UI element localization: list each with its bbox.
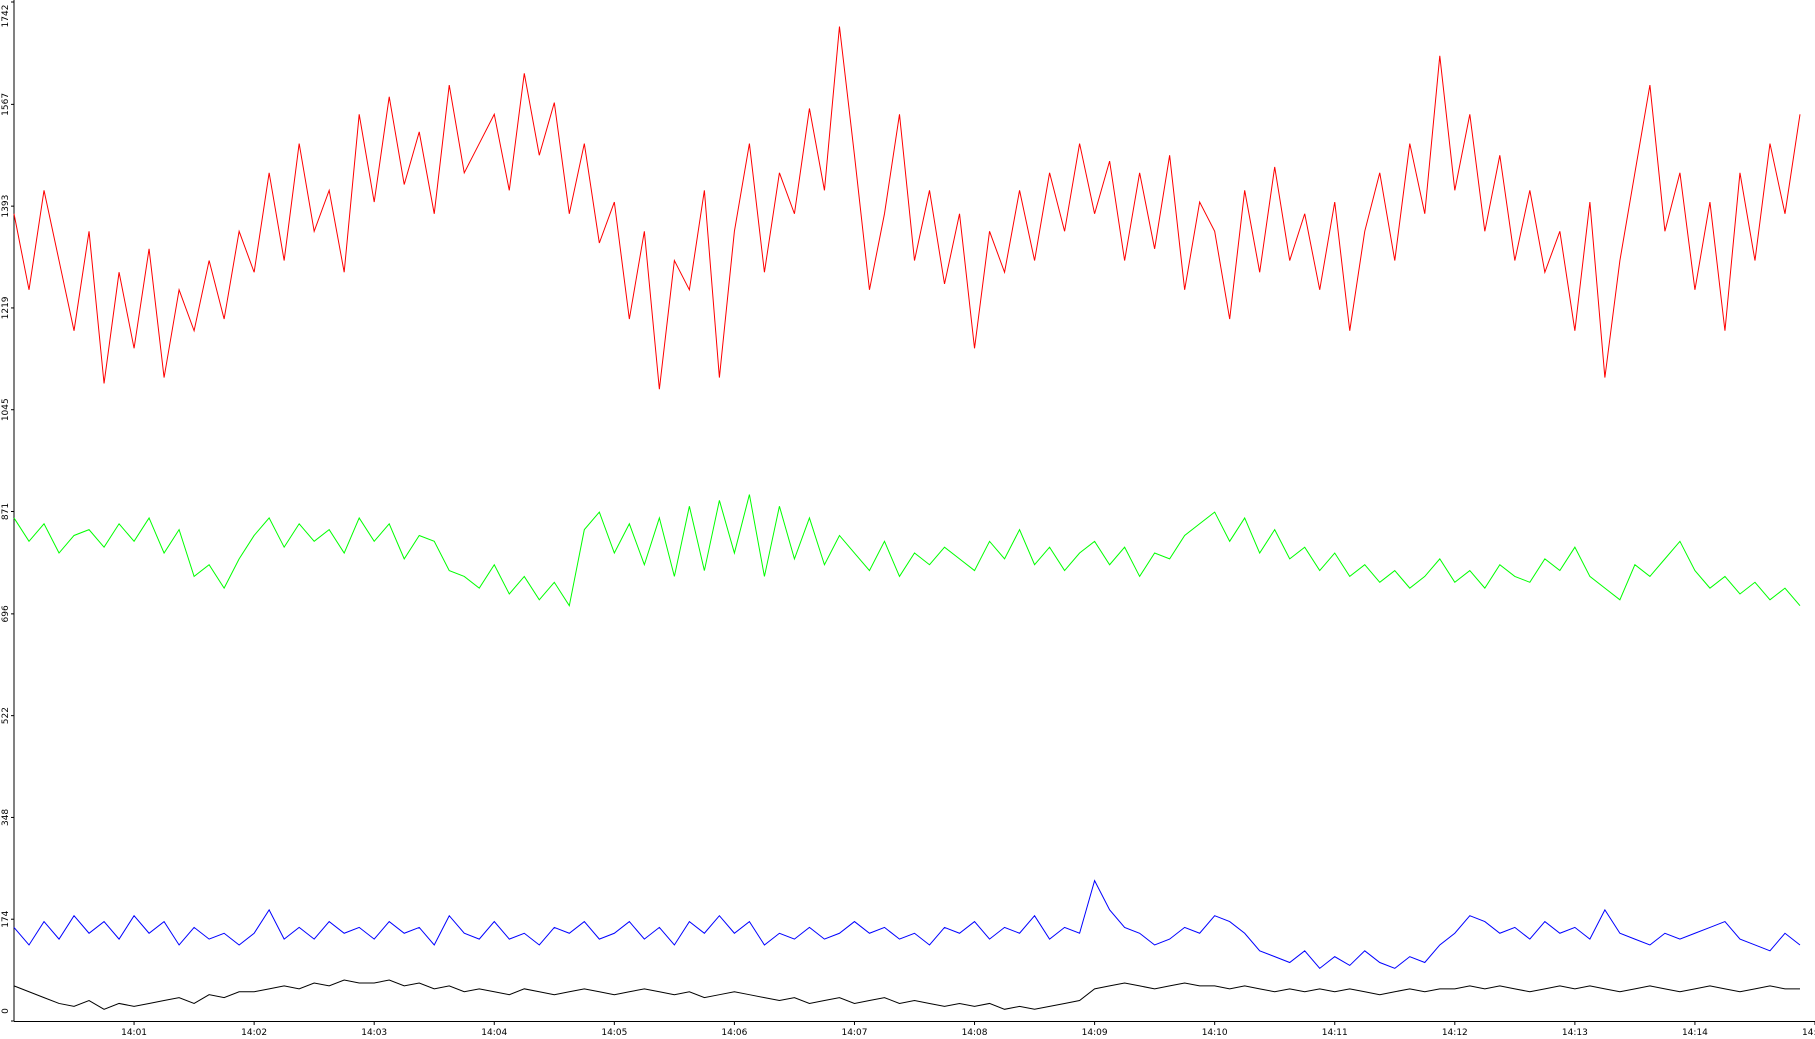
y-tick-label: 1567 <box>1 93 11 116</box>
y-tick-label: 696 <box>1 605 11 622</box>
y-tick-label: 1045 <box>1 398 11 421</box>
series-line <box>13 494 1801 607</box>
x-tick-label: 14:09 <box>1082 1028 1108 1038</box>
x-tick-label: 14:15 <box>1802 1028 1815 1038</box>
x-tick-label: 14:06 <box>721 1028 747 1038</box>
series-line <box>13 879 1801 970</box>
y-tick-label: 174 <box>1 910 11 927</box>
x-tick-label: 14:03 <box>361 1028 387 1038</box>
y-tick-label: 522 <box>1 707 11 724</box>
x-tick-label: 14:04 <box>481 1028 507 1038</box>
y-tick-label: 348 <box>1 809 11 826</box>
y-tick-label: 1219 <box>1 296 11 319</box>
x-tick-label: 14:11 <box>1322 1028 1348 1038</box>
y-tick-label: 1742 <box>1 5 11 28</box>
y-tick-label: 1393 <box>1 195 11 218</box>
y-tick-label: 0 <box>1 1008 11 1014</box>
series-line <box>13 979 1800 1010</box>
x-tick-label: 14:05 <box>601 1028 627 1038</box>
y-tick-label: 871 <box>1 503 11 520</box>
x-tick-label: 14:02 <box>241 1028 267 1038</box>
series-line <box>13 26 1801 390</box>
x-tick-label: 14:14 <box>1682 1028 1708 1038</box>
x-tick-label: 14:12 <box>1442 1028 1468 1038</box>
x-tick-label: 14:01 <box>121 1028 147 1038</box>
x-tick-label: 14:07 <box>841 1028 867 1038</box>
x-tick-label: 14:10 <box>1202 1028 1228 1038</box>
x-tick-label: 14:08 <box>962 1028 988 1038</box>
x-tick-label: 14:13 <box>1562 1028 1588 1038</box>
